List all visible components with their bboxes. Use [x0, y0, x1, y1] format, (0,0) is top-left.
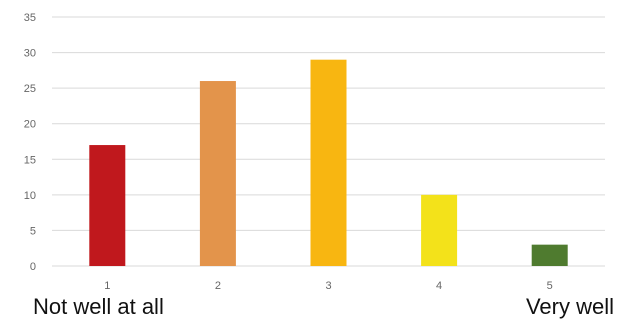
y-tick-label: 0: [30, 261, 36, 273]
x-tick-label: 4: [436, 280, 442, 292]
y-tick-label: 30: [24, 48, 36, 60]
x-tick-label: 1: [104, 280, 110, 292]
x-axis-tick-labels: 1 2 3 4 5: [104, 280, 553, 292]
y-tick-label: 35: [24, 12, 36, 24]
bar-5: [531, 244, 568, 266]
bar-1: [89, 145, 126, 266]
scale-low-label: Not well at all: [33, 294, 164, 319]
scale-high-label: Very well: [525, 294, 614, 319]
x-tick-label: 2: [215, 280, 221, 292]
bars: [89, 59, 568, 267]
bar-3: [310, 59, 347, 266]
y-tick-label: 15: [24, 154, 36, 166]
x-tick-label: 3: [325, 280, 331, 292]
bar-2: [199, 81, 236, 267]
y-tick-label: 25: [24, 83, 36, 95]
y-tick-label: 20: [24, 119, 36, 131]
y-tick-label: 10: [24, 190, 36, 202]
x-tick-label: 5: [547, 280, 553, 292]
y-axis-tick-labels: 0 5 10 15 20 25 30 35: [24, 12, 36, 273]
y-tick-label: 5: [30, 225, 36, 237]
bar-4: [421, 194, 458, 266]
